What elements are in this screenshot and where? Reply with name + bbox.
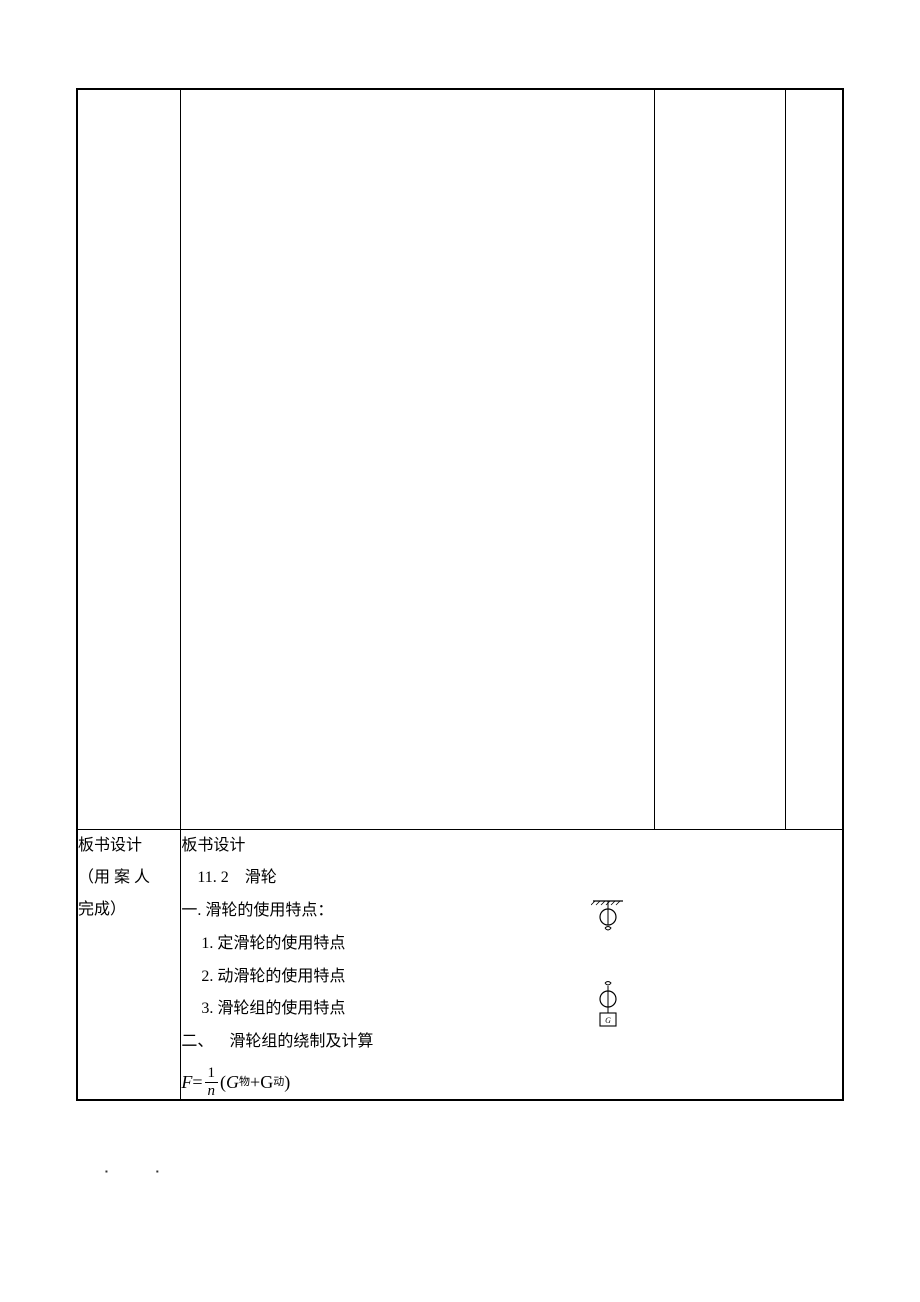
fixed-pulley-icon [591, 898, 625, 934]
formula-G1: G [226, 1073, 239, 1091]
row-upper [77, 89, 843, 829]
upper-col-3 [654, 89, 785, 829]
upper-col-2 [181, 89, 654, 829]
upper-col-4 [786, 89, 843, 829]
formula-den: n [205, 1083, 219, 1100]
content-subtitle: 11. 2 滑轮 [181, 862, 842, 895]
pulley-diagrams: G [591, 898, 641, 1044]
formula-fraction: 1 n [205, 1065, 219, 1099]
formula-num: 1 [205, 1065, 219, 1083]
item-1: 1. 定滑轮的使用特点 [181, 928, 842, 961]
item-2: 2. 动滑轮的使用特点 [181, 961, 842, 994]
main-table: 板书设计 （用 案 人 完成） 板书设计 11. 2 滑轮 一. 滑轮的使用特点… [76, 88, 844, 1101]
formula-sub1: 物 [239, 1077, 250, 1088]
content-cell: 板书设计 11. 2 滑轮 一. 滑轮的使用特点： 1. 定滑轮的使用特点 2.… [181, 829, 843, 1100]
movable-pulley-icon: G [591, 980, 625, 1030]
formula-eq: = [192, 1073, 202, 1091]
formula-sub2: 动 [273, 1077, 284, 1088]
item-3: 3. 滑轮组的使用特点 [181, 993, 842, 1026]
section-1: 一. 滑轮的使用特点： [181, 895, 842, 928]
row-lower: 板书设计 （用 案 人 完成） 板书设计 11. 2 滑轮 一. 滑轮的使用特点… [77, 829, 843, 1100]
section-2: 二、 滑轮组的绕制及计算 [181, 1026, 842, 1059]
formula-G2: G [260, 1073, 273, 1091]
formula: F = 1 n ( G 物 + G 动 ) [181, 1059, 842, 1099]
content-title: 板书设计 [181, 830, 842, 863]
upper-col-1 [77, 89, 181, 829]
formula-plus: + [250, 1073, 260, 1091]
formula-F: F [181, 1073, 192, 1091]
footer-dots: ▪▪ [105, 1167, 207, 1176]
sidebar-line-3: 完成） [78, 894, 180, 926]
sidebar-line-2: （用 案 人 [78, 862, 180, 894]
sidebar-line-1: 板书设计 [78, 830, 180, 862]
sidebar-label-cell: 板书设计 （用 案 人 完成） [77, 829, 181, 1100]
formula-close: ) [284, 1073, 290, 1091]
box-label: G [606, 1016, 612, 1025]
